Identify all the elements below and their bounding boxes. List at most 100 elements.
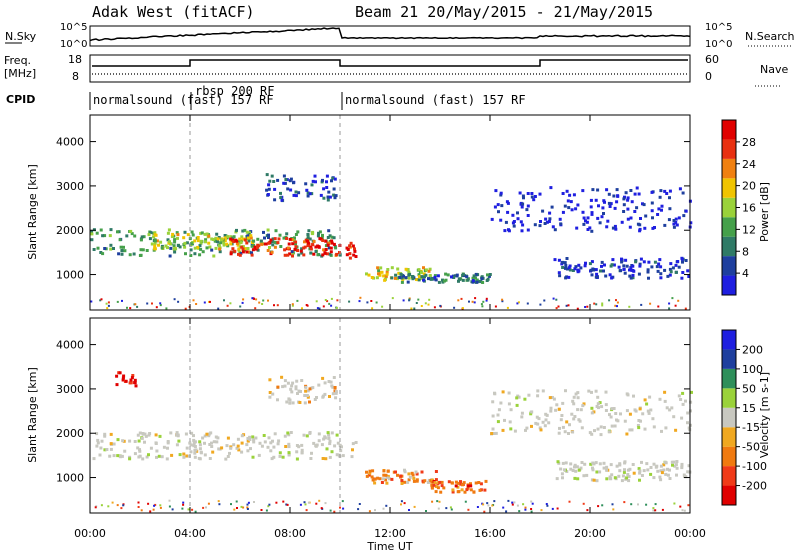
heatmap-cell <box>291 304 294 307</box>
heatmap-cell <box>165 457 169 461</box>
heatmap-cell <box>193 455 197 459</box>
heatmap-cell <box>477 481 481 484</box>
heatmap-cell <box>122 245 125 249</box>
heatmap-cell <box>371 478 375 482</box>
heatmap-cell <box>354 255 358 258</box>
heatmap-cell <box>306 395 310 399</box>
heatmap-cell <box>408 298 411 301</box>
heatmap-cell <box>219 238 223 242</box>
heatmap-cell <box>411 277 415 281</box>
heatmap-cell <box>430 480 434 484</box>
heatmap-cell <box>530 510 533 513</box>
heatmap-cell <box>572 395 576 399</box>
heatmap-cell <box>516 302 519 305</box>
heatmap-cell <box>176 434 180 438</box>
heatmap-cell <box>668 302 671 305</box>
heatmap-cell <box>684 475 688 479</box>
heatmap-cell <box>368 510 371 513</box>
heatmap-cell <box>239 305 242 308</box>
heatmap-cell <box>327 433 331 437</box>
heatmap-cell <box>532 198 536 202</box>
heatmap-cell <box>666 274 670 278</box>
heatmap-cell <box>420 271 423 275</box>
heatmap-cell <box>652 425 656 429</box>
heatmap-cell <box>496 420 500 424</box>
heatmap-cell <box>279 196 283 200</box>
heatmap-cell <box>111 501 114 504</box>
colorbar-tick: 100 <box>742 363 763 376</box>
heatmap-cell <box>375 301 378 304</box>
heatmap-cell <box>679 505 682 508</box>
heatmap-cell <box>681 509 684 512</box>
heatmap-cell <box>383 278 387 282</box>
heatmap-cell <box>333 386 337 389</box>
heatmap-cell <box>599 425 603 429</box>
heatmap-cell <box>408 509 410 511</box>
heatmap-cell <box>385 475 389 479</box>
heatmap-cell <box>596 395 600 399</box>
heatmap-cell <box>130 376 134 380</box>
heatmap-cell <box>300 251 304 255</box>
heatmap-cell <box>558 426 561 430</box>
heatmap-cell <box>563 261 567 265</box>
heatmap-cell <box>325 252 329 256</box>
heatmap-cell <box>677 394 681 398</box>
heatmap-cell <box>256 237 260 241</box>
heatmap-cell <box>390 276 394 280</box>
heatmap-cell <box>586 305 589 308</box>
nave-tick-bottom: 0 <box>705 70 712 83</box>
heatmap-cell <box>246 508 249 510</box>
heatmap-cell <box>256 245 259 249</box>
heatmap-cell <box>166 441 170 445</box>
freq-strip: Freq. [MHz] 18 8 Nave 60 0 <box>4 53 788 87</box>
heatmap-cell <box>378 477 382 481</box>
heatmap-cell <box>469 484 473 488</box>
heatmap-cell <box>385 270 389 274</box>
heatmap-cell <box>310 451 313 455</box>
heatmap-cell <box>567 206 571 210</box>
heatmap-cell <box>539 220 542 223</box>
heatmap-cell <box>629 266 633 270</box>
heatmap-cell <box>516 211 519 215</box>
heatmap-cell <box>118 371 122 375</box>
heatmap-cell <box>637 272 641 276</box>
heatmap-cell <box>560 414 564 417</box>
heatmap-cell <box>616 194 620 198</box>
heatmap-cell <box>262 434 266 437</box>
heatmap-cell <box>635 186 639 190</box>
heatmap-cell <box>557 258 561 262</box>
heatmap-cell <box>237 239 241 243</box>
heatmap-cell <box>631 273 635 277</box>
colorbar-tick: 15 <box>742 402 756 415</box>
heatmap-cell <box>561 461 565 465</box>
heatmap-cell <box>276 178 280 182</box>
heatmap-cell <box>338 253 342 257</box>
heatmap-cell <box>658 475 662 479</box>
heatmap-cell <box>285 503 288 506</box>
heatmap-cell <box>588 262 592 266</box>
heatmap-cell <box>474 297 477 300</box>
heatmap-cell <box>173 250 177 254</box>
x-tick-label: 08:00 <box>274 527 306 540</box>
heatmap-cell <box>322 305 325 308</box>
heatmap-cell <box>494 431 498 435</box>
heatmap-cell <box>516 504 519 507</box>
heatmap-cell <box>289 177 293 181</box>
heatmap-cell <box>348 256 352 260</box>
heatmap-cell <box>625 264 629 268</box>
heatmap-cell <box>524 506 527 509</box>
heatmap-cell <box>212 440 216 444</box>
heatmap-cell <box>650 209 654 213</box>
heatmap-cell <box>483 488 487 492</box>
heatmap-cell <box>546 504 549 507</box>
heatmap-cell <box>170 453 174 457</box>
colorbar-tick: -100 <box>742 460 767 473</box>
heatmap-cell <box>592 462 596 466</box>
heatmap-cell <box>321 376 325 380</box>
heatmap-cell <box>569 462 573 466</box>
heatmap-cell <box>300 448 304 452</box>
heatmap-cell <box>571 430 575 434</box>
heatmap-cell <box>327 246 331 250</box>
heatmap-cell <box>668 196 671 200</box>
